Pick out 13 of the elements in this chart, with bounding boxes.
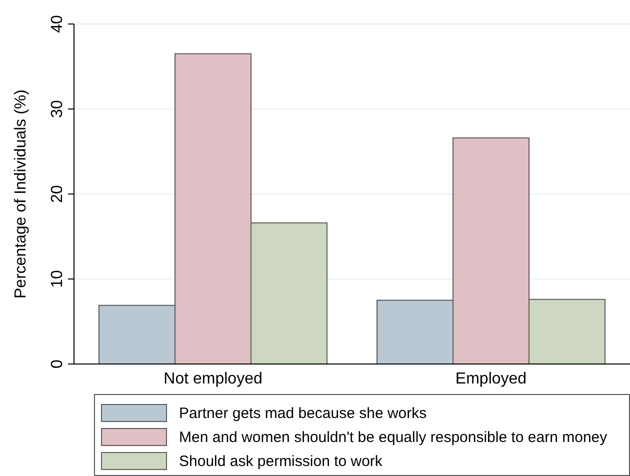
y-tick-label: 40 bbox=[49, 15, 66, 33]
x-tick-label: Not employed bbox=[164, 370, 262, 388]
bar bbox=[376, 300, 454, 364]
legend-label: Partner gets mad because she works bbox=[179, 404, 427, 422]
y-tick-label: 10 bbox=[49, 270, 66, 288]
bar bbox=[98, 304, 176, 364]
y-tick-label: 30 bbox=[49, 100, 66, 118]
y-tick-label: 0 bbox=[49, 359, 66, 368]
y-axis-title: Percentage of Individuals (%) bbox=[12, 90, 30, 298]
y-tick-label: 20 bbox=[49, 185, 66, 203]
legend-label: Men and women shouldn't be equally responsible to earn money bbox=[179, 428, 608, 446]
legend-label: Should ask permission to work bbox=[179, 452, 382, 470]
x-tick-label: Employed bbox=[455, 370, 527, 388]
